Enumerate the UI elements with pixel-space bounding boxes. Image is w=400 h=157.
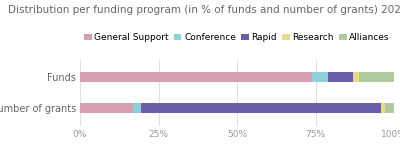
Text: Distribution per funding program (in % of funds and number of grants) 2022: Distribution per funding program (in % o… [8,5,400,15]
Bar [328,72,353,82]
Legend: General Support, Conference, Rapid, Research, Alliances: General Support, Conference, Rapid, Rese… [81,30,393,46]
Bar [133,103,141,113]
Bar [80,103,133,113]
Bar [360,72,394,82]
Bar [312,72,328,82]
Bar [384,103,394,113]
Bar [80,72,312,82]
Bar [141,103,382,113]
Bar [353,72,360,82]
Bar [382,103,384,113]
